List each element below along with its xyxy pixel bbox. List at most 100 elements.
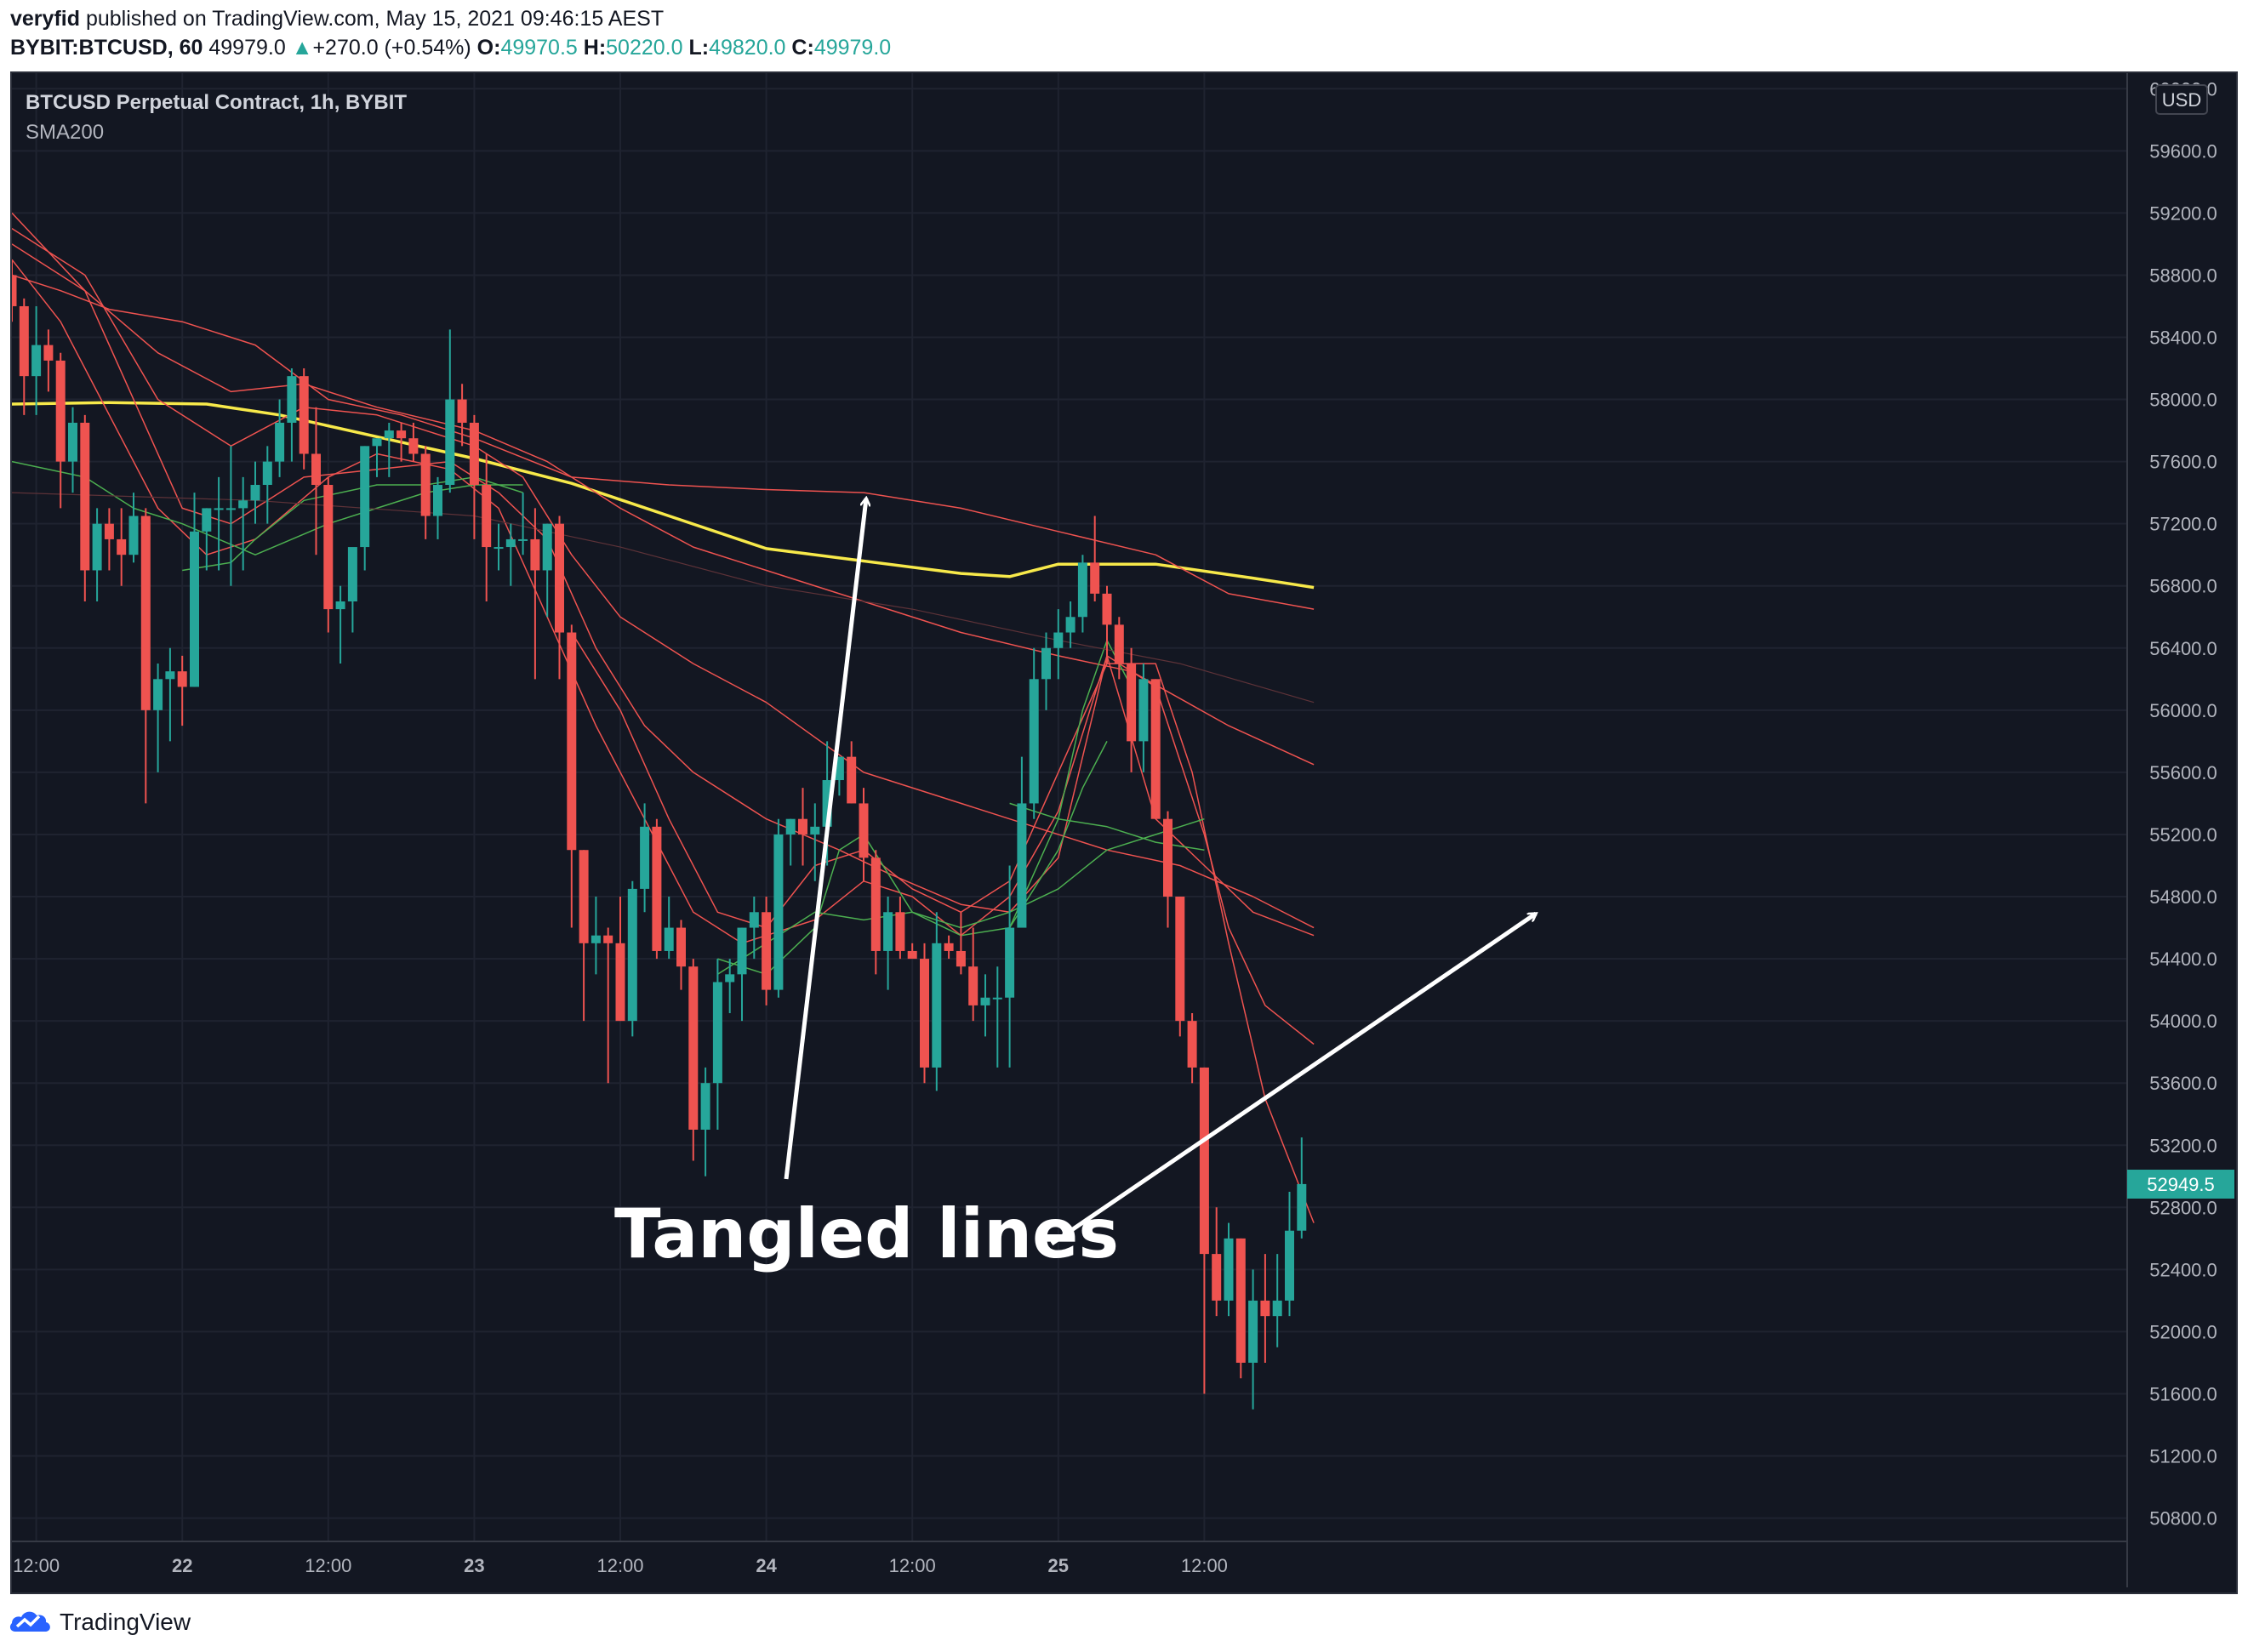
- candle-body: [469, 422, 479, 486]
- candle-body: [542, 523, 552, 571]
- candle: [238, 476, 248, 571]
- publish-info: veryfid published on TradingView.com, Ma…: [10, 7, 664, 31]
- x-tick-label: 12:00: [596, 1555, 643, 1576]
- candle-body: [749, 912, 759, 928]
- close-value: 49979.0: [813, 36, 892, 60]
- candle: [640, 803, 650, 913]
- brand-name: TradingView: [60, 1609, 191, 1635]
- candle: [1260, 1254, 1270, 1363]
- candle: [992, 966, 1002, 1068]
- symbol-label: BYBIT:BTCUSD, 60: [10, 36, 203, 60]
- candle-body: [275, 422, 285, 462]
- candle: [1127, 647, 1137, 772]
- candle: [956, 912, 966, 975]
- candle: [883, 897, 893, 990]
- y-tick-label: 52800.0: [2149, 1197, 2217, 1218]
- y-tick-label: 56800.0: [2149, 576, 2217, 597]
- candle-body: [1077, 562, 1087, 618]
- candle: [1150, 679, 1161, 819]
- last-price: 49979.0: [208, 36, 286, 60]
- open-value: 49970.5: [500, 36, 578, 60]
- candle: [1224, 1222, 1234, 1317]
- candle: [579, 850, 589, 1022]
- chart-frame[interactable]: [10, 71, 2238, 1594]
- candle: [214, 476, 224, 571]
- svg-text:USD: USD: [2162, 89, 2201, 111]
- tradingview-cloud-icon: [9, 1611, 50, 1632]
- candle: [798, 788, 807, 866]
- candle-body: [372, 438, 382, 447]
- candle-body: [1090, 562, 1100, 594]
- svg-text:52949.5: 52949.5: [2147, 1174, 2215, 1195]
- candle: [397, 422, 407, 462]
- legend-indicator[interactable]: SMA200: [26, 121, 105, 144]
- candle-body: [1065, 617, 1076, 633]
- candle: [505, 523, 516, 586]
- author-name[interactable]: veryfid: [10, 7, 80, 31]
- candle: [591, 897, 601, 975]
- candle-body: [1102, 593, 1112, 625]
- candle: [1235, 1238, 1246, 1379]
- candle-body: [567, 632, 577, 851]
- candle-body: [202, 508, 212, 532]
- y-tick-label: 54400.0: [2149, 948, 2217, 970]
- candle: [870, 850, 881, 975]
- legend-title[interactable]: BTCUSD Perpetual Contract, 1h, BYBIT: [26, 91, 408, 114]
- candle: [117, 508, 127, 586]
- candle: [299, 368, 309, 470]
- x-tick-label: 12:00: [889, 1555, 936, 1576]
- candle: [1077, 555, 1087, 633]
- candle: [664, 897, 674, 960]
- candle-body: [615, 943, 625, 1022]
- candle-body: [895, 912, 905, 951]
- candle-body: [323, 485, 334, 610]
- y-tick-label: 56000.0: [2149, 700, 2217, 721]
- candle-body: [68, 422, 77, 462]
- candle: [834, 756, 844, 796]
- candle-body: [907, 950, 917, 960]
- candle-body: [397, 430, 407, 439]
- candle-body: [1163, 818, 1172, 897]
- low-value: 49820.0: [709, 36, 786, 60]
- candle: [469, 414, 479, 539]
- high-label: H:: [583, 36, 607, 60]
- candle: [384, 422, 394, 477]
- candle-body: [408, 438, 419, 454]
- currency-badge: USD: [2155, 84, 2208, 115]
- candle: [1102, 585, 1112, 664]
- candle: [275, 399, 285, 477]
- candle-body: [433, 485, 442, 516]
- annotation-arrow: [1050, 911, 1536, 1246]
- y-tick-label: 59600.0: [2149, 140, 2217, 162]
- candle-body: [956, 950, 966, 967]
- annotation-arrow: [784, 498, 866, 1180]
- ma-line: [182, 476, 523, 572]
- candle-body: [932, 943, 942, 1068]
- x-tick-label: 23: [464, 1555, 484, 1576]
- candle-body: [579, 850, 589, 943]
- tradingview-logo[interactable]: TradingView: [9, 1606, 191, 1638]
- low-label: L:: [688, 36, 710, 60]
- candle-body: [847, 756, 857, 804]
- candle-body: [1029, 679, 1039, 804]
- candle: [1005, 865, 1015, 1068]
- candle: [494, 523, 504, 571]
- candle-body: [12, 275, 17, 306]
- moving-averages: [12, 212, 1315, 1223]
- candle: [347, 547, 357, 633]
- candle: [1114, 617, 1124, 680]
- x-tick-label: 24: [756, 1555, 777, 1576]
- candle-body: [177, 671, 187, 687]
- candle-body: [311, 453, 321, 486]
- y-tick-label: 51600.0: [2149, 1383, 2217, 1404]
- candle: [1065, 601, 1076, 648]
- candle: [360, 446, 370, 571]
- candle-body: [883, 912, 893, 951]
- y-tick-label: 58800.0: [2149, 265, 2217, 286]
- open-label: O:: [476, 36, 501, 60]
- candle: [31, 305, 42, 415]
- candle-body: [785, 818, 796, 835]
- symbol-ohlc-line: BYBIT:BTCUSD, 60 49979.0 ▲+270.0 (+0.54%…: [10, 36, 891, 60]
- published-text: published on TradingView.com, May 15, 20…: [85, 7, 665, 31]
